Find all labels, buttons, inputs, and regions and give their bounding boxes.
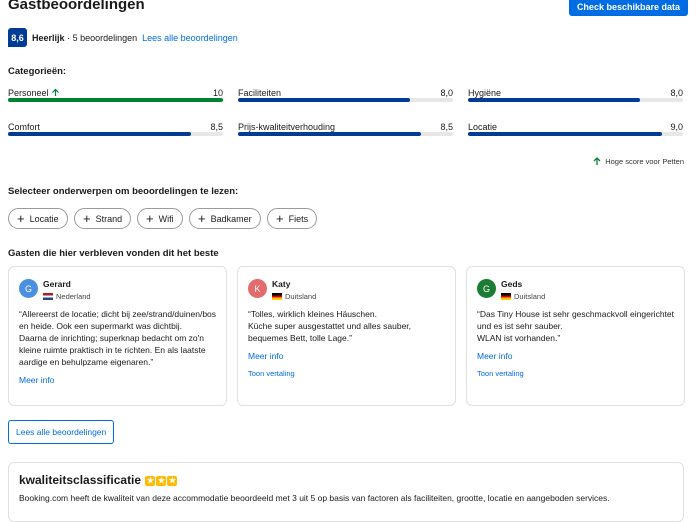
check-availability-button[interactable]: Check beschikbare data <box>568 0 688 16</box>
category-name: Hygiëne <box>468 88 502 98</box>
review-card: G Geds Duitsland “Das Tiny House ist seh… <box>466 266 685 406</box>
review-text: WLAN ist vorhanden.” <box>477 333 561 343</box>
rating-word: Heerlijk <box>32 33 65 43</box>
category-name: Locatie <box>468 122 498 132</box>
category-name: Comfort <box>8 122 41 132</box>
flag <box>43 293 53 300</box>
plus-icon: + <box>276 211 284 226</box>
bar-fill <box>8 98 223 102</box>
reviewer-country: Duitsland <box>272 292 316 301</box>
category: Hygiëne 8,0 <box>468 88 683 108</box>
more-info-link[interactable]: Meer info <box>477 351 513 361</box>
category-score: 8,0 <box>440 88 453 98</box>
read-all-button[interactable]: Lees alle beoordelingen <box>8 420 115 444</box>
category: Faciliteiten 8,0 <box>238 88 453 108</box>
bar-fill <box>238 98 410 102</box>
quality-box: kwaliteitsclassificatie ★ ★ ★ Booking.com … <box>8 462 684 522</box>
avatar: G <box>19 279 38 298</box>
reviewer-country: Duitsland <box>501 292 545 301</box>
high-score-note: Hoge score voor Petten <box>592 156 684 166</box>
category-name: Personeel <box>8 88 60 98</box>
review-text: “Das Tiny House ist sehr geschmackvoll e… <box>477 309 674 331</box>
category-score: 10 <box>212 88 223 98</box>
summary: Heerlijk · 5 beoordelingen Lees alle beo… <box>32 33 238 43</box>
category-name: Prijs-kwaliteitverhouding <box>238 122 336 132</box>
review-text: Daarna de inrichting; superknap bedacht … <box>19 333 206 367</box>
country: Nederland <box>56 292 91 301</box>
categories-title: Categorieën: <box>8 66 67 77</box>
topic-chip[interactable]: + Wifi <box>137 208 183 229</box>
avatar: K <box>248 279 267 298</box>
category-score: 8,5 <box>440 122 453 132</box>
quality-text: Booking.com heeft de kwaliteit van deze … <box>19 493 610 503</box>
page-title: Gastbeoordelingen <box>8 0 145 13</box>
category: Comfort 8,5 <box>8 122 223 142</box>
category-score: 8,0 <box>670 88 683 98</box>
topic-chip[interactable]: + Locatie <box>8 208 68 229</box>
review-text: Küche super ausgestattet und alles saube… <box>248 321 412 343</box>
review-count: 5 beoordelingen <box>72 33 138 43</box>
review-card: K Katy Duitsland “Tolles, wirklich klein… <box>237 266 456 406</box>
review-text: “Tolles, wirklich kleines Häuschen. <box>248 309 377 319</box>
score-badge: 8,6 <box>8 28 27 47</box>
category: Personeel 10 <box>8 88 223 108</box>
chip-label: Locatie <box>29 213 59 224</box>
page: Gastbeoordelingen Check beschikbare data… <box>8 0 688 522</box>
review-body: “Tolles, wirklich kleines Häuschen. Küch… <box>248 308 448 380</box>
plus-icon: + <box>198 211 206 226</box>
star-icon: ★ <box>167 475 178 486</box>
read-all-link[interactable]: Lees alle beoordelingen <box>142 33 238 43</box>
category: Locatie 9,0 <box>468 122 683 142</box>
reviewer-name: Geds <box>501 279 523 289</box>
plus-icon: + <box>146 211 154 226</box>
separator: · <box>67 33 71 43</box>
bar-fill <box>238 132 421 136</box>
chip-label: Fiets <box>288 213 309 224</box>
category-score: 9,0 <box>670 122 683 132</box>
country: Duitsland <box>514 292 546 301</box>
more-info-link[interactable]: Meer info <box>19 375 55 385</box>
reviewer-country: Nederland <box>43 292 91 301</box>
review-text: “Allereerst de locatie; dicht bij zee/st… <box>19 309 217 331</box>
bar-fill <box>468 132 662 136</box>
country: Duitsland <box>285 292 317 301</box>
reviewer-name: Katy <box>272 279 291 289</box>
reviews-title: Gasten die hier verbleven vonden dit het… <box>8 248 219 259</box>
arrow-up-icon <box>51 88 59 96</box>
flag <box>501 293 511 300</box>
bar-fill <box>8 132 191 136</box>
arrow-up-icon <box>593 157 601 165</box>
more-info-link[interactable]: Meer info <box>248 351 284 361</box>
chip-label: Wifi <box>158 213 174 224</box>
plus-icon: + <box>17 211 25 226</box>
star-icon: ★ <box>156 475 167 486</box>
review-body: “Allereerst de locatie; dicht bij zee/st… <box>19 308 219 386</box>
topic-chip[interactable]: + Fiets <box>267 208 318 229</box>
category: Prijs-kwaliteitverhouding 8,5 <box>238 122 453 142</box>
topics-title: Selecteer onderwerpen om beoordelingen t… <box>8 186 239 197</box>
plus-icon: + <box>83 211 91 226</box>
topic-chip[interactable]: + Strand <box>74 208 132 229</box>
review-body: “Das Tiny House ist sehr geschmackvoll e… <box>477 308 677 380</box>
translate-link[interactable]: Toon vertaling <box>248 369 295 378</box>
review-card: G Gerard Nederland “Allereerst de locati… <box>8 266 227 406</box>
topic-chip[interactable]: + Badkamer <box>189 208 261 229</box>
translate-link[interactable]: Toon vertaling <box>477 369 524 378</box>
flag <box>272 293 282 300</box>
category-score: 8,5 <box>210 122 223 132</box>
bar-fill <box>468 98 640 102</box>
star-icon: ★ <box>145 475 156 486</box>
category-name: Faciliteiten <box>238 88 282 98</box>
quality-heading: kwaliteitsclassificatie ★ ★ ★ <box>19 473 673 487</box>
chip-label: Strand <box>95 213 123 224</box>
chip-label: Badkamer <box>210 213 252 224</box>
note-text: Hoge score voor Petten <box>605 156 684 166</box>
avatar: G <box>477 279 496 298</box>
reviewer-name: Gerard <box>43 279 71 289</box>
quality-title: kwaliteitsclassificatie <box>19 473 142 487</box>
